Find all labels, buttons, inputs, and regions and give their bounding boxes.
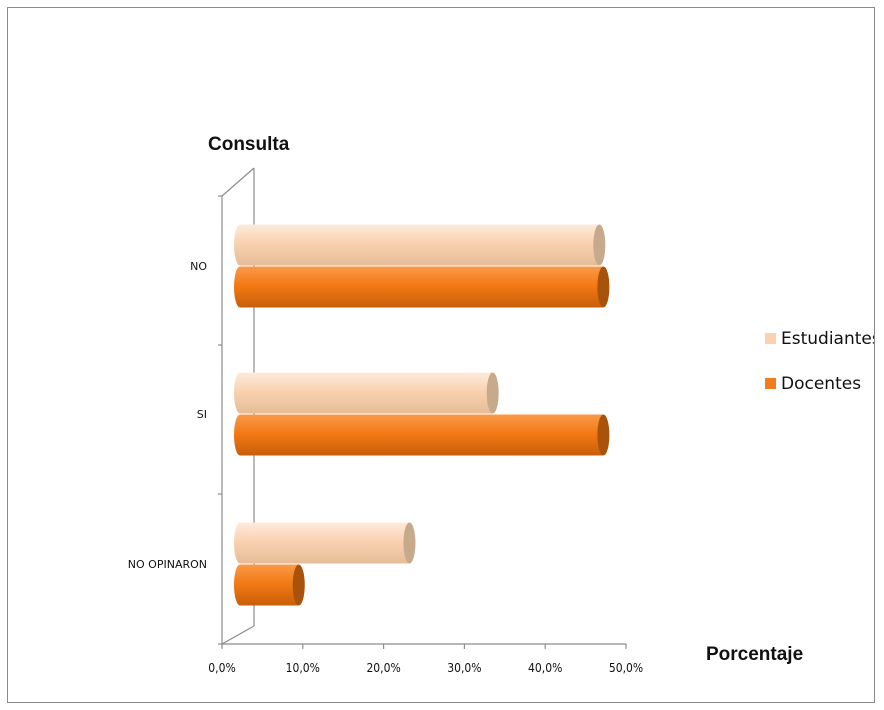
bar-start-cap	[234, 564, 246, 606]
x-tick-label: 10,0%	[286, 661, 320, 675]
bar-body	[240, 414, 604, 456]
x-tick-label: 20,0%	[366, 661, 400, 675]
x-ticks-group: 0,0% 10,0% 20,0% 30,0% 40,0% 50,0%	[208, 644, 643, 675]
category-label: SI	[197, 408, 207, 421]
bars-group	[234, 224, 610, 606]
bar-start-cap	[234, 372, 246, 414]
bar-end-cap	[292, 564, 305, 606]
y-axis-title: Consulta	[208, 134, 290, 155]
legend-swatch	[765, 333, 776, 344]
legend-swatch	[765, 378, 776, 389]
legend-label: Estudiantes	[781, 329, 874, 349]
bar-end-cap	[486, 372, 499, 414]
bar-end-cap	[593, 224, 606, 266]
bar-estudiantes-0	[234, 224, 606, 266]
bar-chart: 0,0% 10,0% 20,0% 30,0% 40,0% 50,0% NO SI NO OPI…	[128, 134, 874, 675]
bar-docentes-0	[234, 266, 610, 308]
bar-docentes-2	[234, 564, 305, 606]
bar-body	[240, 522, 410, 564]
bar-estudiantes-2	[234, 522, 416, 564]
x-tick-label: 40,0%	[528, 661, 562, 675]
bar-body	[240, 266, 604, 308]
bar-start-cap	[234, 414, 246, 456]
bar-end-cap	[597, 266, 610, 308]
category-label: NO OPINARON	[128, 558, 207, 571]
x-axis-title: Porcentaje	[706, 644, 803, 665]
legend-label: Docentes	[781, 374, 861, 394]
chart-frame: 0,0% 10,0% 20,0% 30,0% 40,0% 50,0% NO SI NO OPI…	[7, 7, 875, 703]
x-tick-label: 30,0%	[447, 661, 481, 675]
bar-start-cap	[234, 224, 246, 266]
bar-body	[240, 564, 299, 606]
x-tick-label: 50,0%	[609, 661, 643, 675]
bar-body	[240, 224, 600, 266]
bar-end-cap	[597, 414, 610, 456]
legend-item-estudiantes: Estudiantes	[765, 329, 874, 349]
wall-top-edge	[221, 167, 255, 197]
wall-bottom-edge	[221, 625, 255, 645]
bar-start-cap	[234, 266, 246, 308]
bar-end-cap	[403, 522, 416, 564]
legend: Estudiantes Docentes	[765, 329, 874, 394]
category-labels-group: NO SI NO OPINARON	[128, 260, 208, 571]
x-tick-label: 0,0%	[208, 661, 235, 675]
legend-item-docentes: Docentes	[765, 374, 861, 394]
bar-start-cap	[234, 522, 246, 564]
bar-estudiantes-1	[234, 372, 499, 414]
category-label: NO	[190, 260, 207, 273]
bar-docentes-1	[234, 414, 610, 456]
bar-body	[240, 372, 493, 414]
